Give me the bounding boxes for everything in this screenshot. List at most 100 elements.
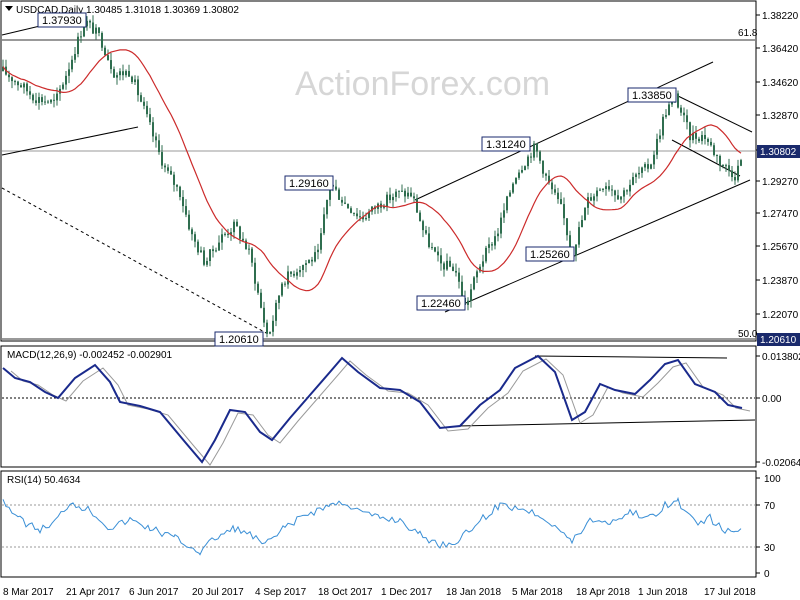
macd-signal-line (10, 358, 751, 466)
x-tick-label: 18 Apr 2018 (576, 587, 630, 598)
candle-body (350, 208, 352, 213)
x-tick-label: 21 Apr 2017 (66, 587, 120, 598)
candle-body (209, 249, 211, 261)
candle-body (182, 196, 184, 207)
candle-body (623, 190, 625, 197)
fib-500-box-label: 1.20610 (760, 335, 797, 346)
candle-body (716, 155, 718, 157)
candle-body (68, 69, 70, 76)
candle-body (632, 177, 634, 185)
x-tick-label: 18 Oct 2017 (318, 587, 373, 598)
svg-text:1.25260: 1.25260 (530, 249, 570, 261)
candle-body (86, 20, 88, 27)
candle-body (656, 138, 658, 155)
candle-body (326, 199, 328, 215)
channel-upper (414, 61, 714, 201)
candle-body (707, 138, 709, 142)
candle-body (635, 174, 637, 178)
candle-body (644, 164, 646, 168)
candle-body (542, 160, 544, 174)
candle-body (461, 281, 463, 298)
price-tick-label: 1.29270 (762, 177, 799, 188)
candle-body (668, 104, 670, 116)
candle-body (128, 71, 130, 77)
candle-body (482, 261, 484, 267)
candle-body (449, 260, 451, 267)
candle-body (398, 190, 400, 192)
candle-body (152, 122, 154, 137)
candle-body (581, 219, 583, 228)
x-tick-label: 1 Jun 2018 (638, 587, 688, 598)
candle-body (230, 232, 232, 235)
candle-body (368, 211, 370, 218)
price-header: USDCAD,Daily 1.30485 1.31018 1.30369 1.3… (16, 5, 239, 16)
candle-body (506, 196, 508, 211)
candle-body (395, 191, 397, 198)
candle-body (527, 156, 529, 167)
candle-body (638, 172, 640, 175)
candle-body (218, 242, 220, 251)
trendlines (1, 16, 753, 335)
candle-body (590, 197, 592, 201)
candle-body (404, 190, 406, 197)
x-tick-label: 17 Jul 2018 (704, 587, 756, 598)
current-price-box (757, 145, 800, 158)
candle-body (551, 182, 553, 190)
candle-body (98, 27, 100, 34)
candle-body (365, 217, 367, 220)
candle-body (146, 105, 148, 115)
candle-body (80, 36, 82, 38)
price-tick-label: 1.27470 (762, 209, 799, 220)
candle-body (239, 226, 241, 239)
candles (2, 15, 742, 338)
candle-body (20, 85, 22, 88)
candle-body (293, 273, 295, 276)
candle-body (521, 170, 523, 173)
candle-body (287, 271, 289, 285)
candle-body (263, 307, 265, 323)
candle-body (74, 54, 76, 60)
candle-body (245, 240, 247, 250)
candle-body (689, 122, 691, 141)
candle-body (203, 250, 205, 265)
svg-text:1.37930: 1.37930 (42, 15, 82, 27)
candle-body (65, 75, 67, 85)
candle-body (509, 192, 511, 197)
candle-body (584, 207, 586, 220)
candle-body (698, 138, 700, 142)
candle-body (32, 94, 34, 101)
candle-body (353, 212, 355, 214)
candle-body (440, 255, 442, 264)
candle-body (356, 213, 358, 217)
x-tick-label: 8 Mar 2017 (3, 587, 54, 598)
current-price-label: 1.30802 (760, 147, 797, 158)
candle-body (260, 292, 262, 308)
x-tick-label: 20 Jul 2017 (192, 587, 244, 598)
candle-body (686, 115, 688, 123)
candle-body (131, 76, 133, 83)
candle-body (155, 136, 157, 141)
wedge-upper (677, 95, 753, 133)
candle-body (212, 249, 214, 252)
macd-tick-label: 0.013802 (762, 352, 800, 363)
candle-body (728, 165, 730, 171)
candle-body (236, 221, 238, 227)
candle-body (545, 173, 547, 176)
candle-body (695, 132, 697, 139)
candle-body (692, 132, 694, 141)
candle-body (221, 234, 223, 243)
candle-body (170, 170, 172, 175)
candle-body (410, 192, 412, 197)
price-tick-label: 1.23870 (762, 276, 799, 287)
trendline-dashed (1, 187, 269, 335)
svg-text:1.33850: 1.33850 (632, 90, 672, 102)
candle-body (173, 174, 175, 185)
candle-body (341, 199, 343, 203)
candle-body (722, 165, 724, 167)
candle-body (11, 77, 13, 82)
candle-body (104, 47, 106, 56)
candle-body (281, 283, 283, 296)
candle-body (530, 156, 532, 158)
